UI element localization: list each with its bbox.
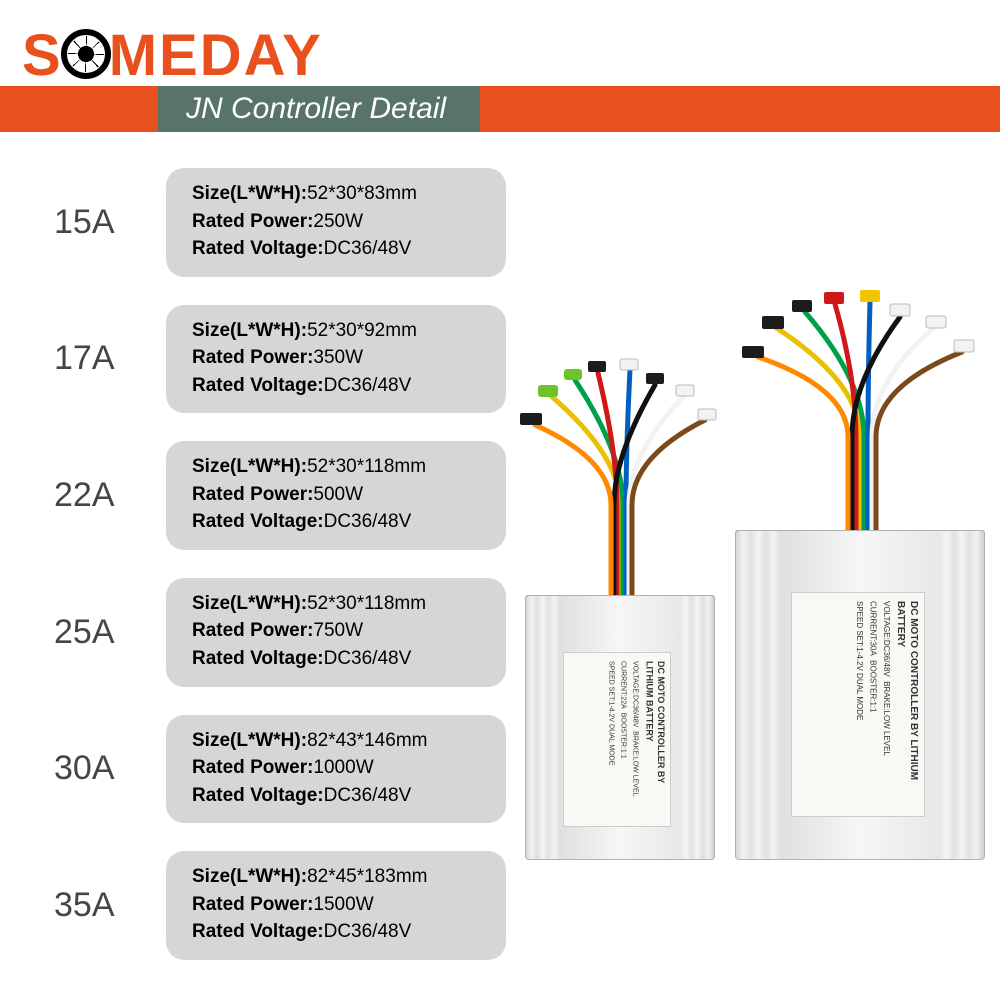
spec-pill: Size(L*W*H):82*43*146mm Rated Power:1000W… <box>166 715 506 824</box>
wires-large-icon <box>700 272 1000 552</box>
voltage-label: Rated Voltage: <box>192 785 324 806</box>
size-label: Size(L*W*H): <box>192 320 307 341</box>
spec-pill: Size(L*W*H):82*45*183mm Rated Power:1500W… <box>166 851 506 960</box>
product-image-area: DC MOTO CONTROLLER BY LITHIUM BATTERY VO… <box>525 220 985 870</box>
brand-wheel-icon <box>61 29 111 79</box>
voltage-value: DC36/48V <box>324 511 412 532</box>
amp-label: 15A <box>54 203 166 242</box>
spec-row: 22A Size(L*W*H):52*30*118mm Rated Power:50… <box>54 441 514 550</box>
label-title: DC MOTO CONTROLLER BY LITHIUM BATTERY <box>643 661 666 818</box>
power-label: Rated Power: <box>192 620 313 641</box>
page-title: JN Controller Detail <box>186 92 446 126</box>
power-value: 750W <box>313 620 363 641</box>
voltage-value: DC36/48V <box>324 921 412 942</box>
spec-pill: Size(L*W*H):52*30*118mm Rated Power:500W R… <box>166 441 506 550</box>
amp-label: 22A <box>54 476 166 515</box>
spec-row: 17A Size(L*W*H):52*30*92mm Rated Power:350… <box>54 305 514 414</box>
amp-label: 35A <box>54 886 166 925</box>
voltage-value: DC36/48V <box>324 375 412 396</box>
spec-row: 35A Size(L*W*H):82*45*183mm Rated Power:15… <box>54 851 514 960</box>
power-value: 1000W <box>313 757 373 778</box>
size-label: Size(L*W*H): <box>192 183 307 204</box>
power-value: 350W <box>313 347 363 368</box>
size-value: 52*30*83mm <box>307 183 417 204</box>
spec-list: 15ASize(L*W*H):52*30*83mmRated Power:250… <box>54 168 514 988</box>
power-label: Rated Power: <box>192 894 313 915</box>
power-label: Rated Power: <box>192 484 313 505</box>
controller-large: DC MOTO CONTROLLER BY LITHIUM BATTERY VO… <box>735 490 985 860</box>
size-value: 52*30*118mm <box>307 593 426 614</box>
label-title: DC MOTO CONTROLLER BY LITHIUM BATTERY <box>894 601 920 808</box>
controller-label-large: DC MOTO CONTROLLER BY LITHIUM BATTERY VO… <box>791 592 925 817</box>
brand-logo: S MEDAY <box>22 22 323 89</box>
power-value: 500W <box>313 484 363 505</box>
size-value: 52*30*118mm <box>307 456 426 477</box>
spec-row: 15A Size(L*W*H):52*30*83mm Rated Power:250… <box>54 168 514 277</box>
size-value: 52*30*92mm <box>307 320 417 341</box>
voltage-value: DC36/48V <box>324 648 412 669</box>
spec-row: 25A Size(L*W*H):52*30*118mm Rated Power:75… <box>54 578 514 687</box>
voltage-value: DC36/48V <box>324 238 412 259</box>
voltage-label: Rated Voltage: <box>192 511 324 532</box>
voltage-value: DC36/48V <box>324 785 412 806</box>
brand-text-s: S <box>22 23 63 88</box>
spec-row: 30A Size(L*W*H):82*43*146mm Rated Power:10… <box>54 715 514 824</box>
wires-small-icon <box>480 335 760 615</box>
size-label: Size(L*W*H): <box>192 456 307 477</box>
spec-pill: Size(L*W*H):52*30*92mm Rated Power:350W Ra… <box>166 305 506 414</box>
title-bar: JN Controller Detail <box>0 86 1000 132</box>
amp-label: 30A <box>54 749 166 788</box>
spec-pill: Size(L*W*H):52*30*83mm Rated Power:250W Ra… <box>166 168 506 277</box>
size-value: 82*43*146mm <box>307 730 427 751</box>
controller-label-small: DC MOTO CONTROLLER BY LITHIUM BATTERY VO… <box>563 652 671 827</box>
size-value: 82*45*183mm <box>307 866 427 887</box>
power-label: Rated Power: <box>192 757 313 778</box>
size-label: Size(L*W*H): <box>192 730 307 751</box>
size-label: Size(L*W*H): <box>192 866 307 887</box>
amp-label: 17A <box>54 339 166 378</box>
voltage-label: Rated Voltage: <box>192 238 324 259</box>
size-label: Size(L*W*H): <box>192 593 307 614</box>
power-label: Rated Power: <box>192 347 313 368</box>
power-label: Rated Power: <box>192 211 313 232</box>
spec-pill: Size(L*W*H):52*30*118mm Rated Power:750W R… <box>166 578 506 687</box>
voltage-label: Rated Voltage: <box>192 921 324 942</box>
amp-label: 25A <box>54 613 166 652</box>
power-value: 1500W <box>313 894 373 915</box>
controller-small: DC MOTO CONTROLLER BY LITHIUM BATTERY VO… <box>525 560 715 860</box>
brand-text-meday: MEDAY <box>109 23 323 88</box>
title-tab: JN Controller Detail <box>158 86 480 132</box>
voltage-label: Rated Voltage: <box>192 375 324 396</box>
power-value: 250W <box>313 211 363 232</box>
voltage-label: Rated Voltage: <box>192 648 324 669</box>
